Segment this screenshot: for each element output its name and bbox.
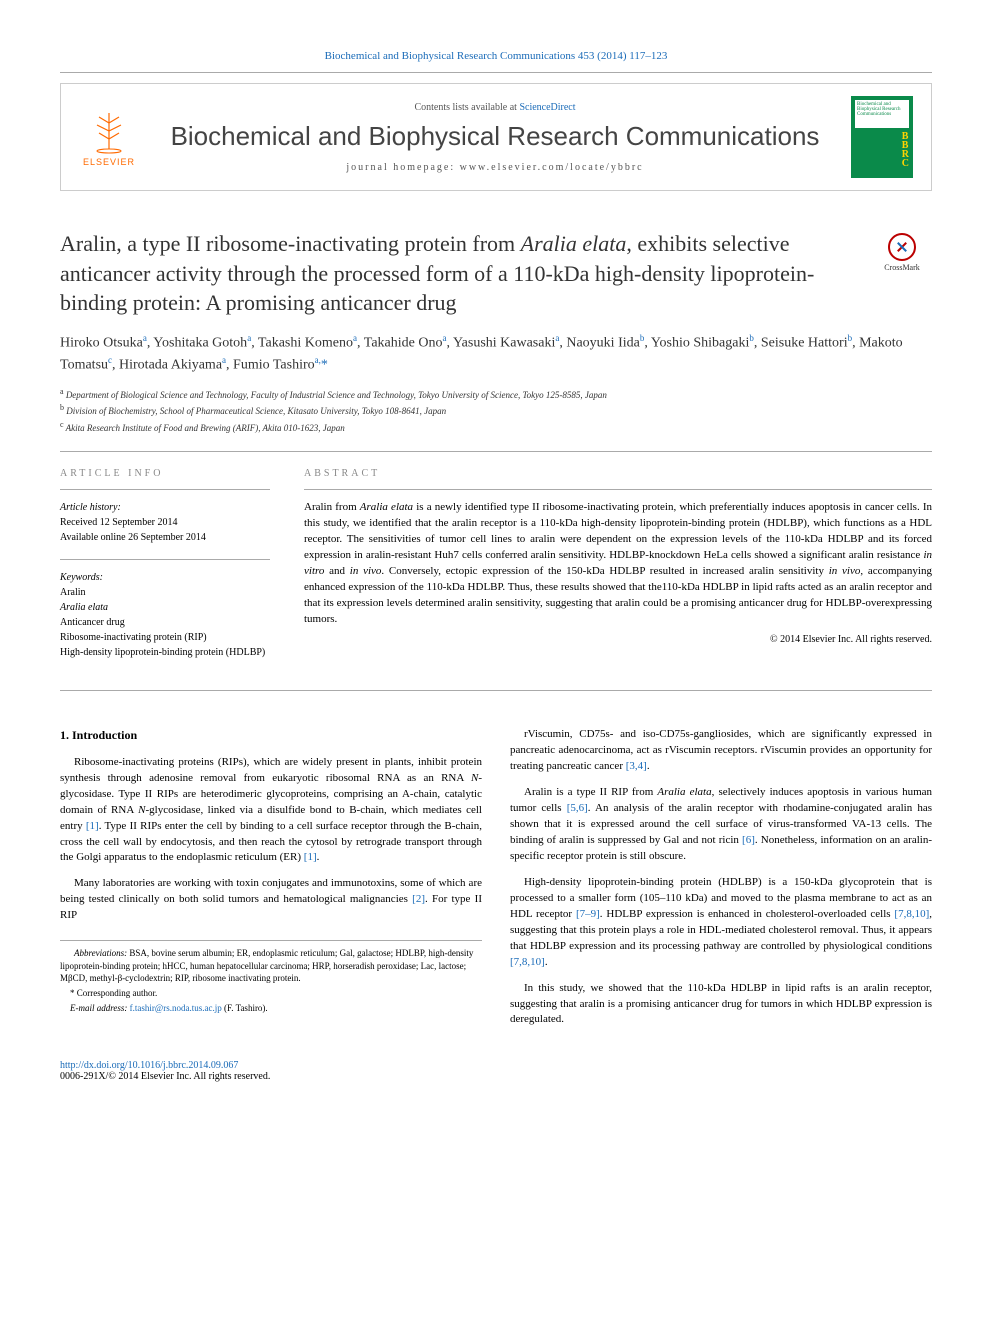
body-col-right: rViscumin, CD75s- and iso-CD75s-ganglios… [510,727,932,1038]
keyword-item: High-density lipoprotein-binding protein… [60,645,270,660]
keyword-item: Anticancer drug [60,615,270,630]
crossmark-icon [888,233,916,261]
keywords-list: AralinAralia elataAnticancer drugRibosom… [60,585,270,660]
affiliations: a Department of Biological Science and T… [60,386,932,436]
publisher-name: ELSEVIER [83,157,135,167]
affiliation-item: c Akita Research Institute of Food and B… [60,419,932,436]
journal-header: ELSEVIER Contents lists available at Sci… [60,83,932,191]
article-title: Aralin, a type II ribosome-inactivating … [60,229,880,318]
body-paragraph: Many laboratories are working with toxin… [60,876,482,924]
rule-mid-1 [60,451,932,452]
rule-info-2 [60,559,270,560]
history-label: Article history: [60,500,270,515]
rule-abstract [304,489,932,490]
citation-link[interactable]: Biochemical and Biophysical Research Com… [325,50,668,62]
corresponding-author: * Corresponding author. [60,987,482,1000]
doi-link[interactable]: http://dx.doi.org/10.1016/j.bbrc.2014.09… [60,1060,238,1071]
body-paragraph: In this study, we showed that the 110-kD… [510,981,932,1029]
rule-top [60,72,932,73]
history-received: Received 12 September 2014 [60,515,270,530]
rule-mid-2 [60,690,932,691]
email-line: E-mail address: f.tashir@rs.noda.tus.ac.… [60,1002,482,1015]
homepage-url: www.elsevier.com/locate/ybbrc [460,162,644,173]
email-person: (F. Tashiro). [224,1003,268,1013]
email-link[interactable]: f.tashir@rs.noda.tus.ac.jp [130,1003,222,1013]
citation-bar: Biochemical and Biophysical Research Com… [60,50,932,62]
keyword-item: Aralia elata [60,600,270,615]
keyword-item: Aralin [60,585,270,600]
abstract-label: ABSTRACT [304,468,932,479]
history-online: Available online 26 September 2014 [60,530,270,545]
crossmark-badge[interactable]: CrossMark [872,233,932,272]
journal-homepage: journal homepage: www.elsevier.com/locat… [139,162,851,173]
body-paragraph: High-density lipoprotein-binding protein… [510,875,932,971]
keyword-item: Ribosome-inactivating protein (RIP) [60,630,270,645]
rule-info-1 [60,489,270,490]
cover-title: Biochemical and Biophysical Research Com… [855,100,909,128]
affiliation-item: a Department of Biological Science and T… [60,386,932,403]
affiliation-item: b Division of Biochemistry, School of Ph… [60,402,932,419]
footnotes: Abbreviations: BSA, bovine serum albumin… [60,940,482,1014]
abbreviations: Abbreviations: BSA, bovine serum albumin… [60,947,482,985]
homepage-prefix: journal homepage: [346,162,459,173]
body-paragraph: Ribosome-inactivating proteins (RIPs), w… [60,755,482,867]
journal-cover[interactable]: Biochemical and Biophysical Research Com… [851,96,913,178]
article-info-label: ARTICLE INFO [60,468,270,479]
body-paragraph: Aralin is a type II RIP from Aralia elat… [510,785,932,865]
publisher-logo[interactable]: ELSEVIER [79,101,139,173]
contents-prefix: Contents lists available at [414,102,519,113]
cover-abbrev: BBRC [902,132,909,168]
journal-name: Biochemical and Biophysical Research Com… [139,121,851,152]
abstract-text: Aralin from Aralia elata is a newly iden… [304,500,932,628]
elsevier-tree-icon [85,107,133,155]
body-paragraph: rViscumin, CD75s- and iso-CD75s-ganglios… [510,727,932,775]
authors-list: Hiroko Otsukaa, Yoshitaka Gotoha, Takash… [60,332,932,376]
abstract-copyright: © 2014 Elsevier Inc. All rights reserved… [304,634,932,645]
sciencedirect-link[interactable]: ScienceDirect [519,102,575,113]
page-footer: http://dx.doi.org/10.1016/j.bbrc.2014.09… [60,1060,932,1082]
keywords-label: Keywords: [60,570,270,585]
email-label: E-mail address: [70,1003,127,1013]
contents-line: Contents lists available at ScienceDirec… [139,102,851,113]
issn-line: 0006-291X/© 2014 Elsevier Inc. All right… [60,1071,270,1082]
body-col-left: 1. Introduction Ribosome-inactivating pr… [60,727,482,1038]
intro-heading: 1. Introduction [60,727,482,744]
crossmark-label: CrossMark [872,263,932,272]
